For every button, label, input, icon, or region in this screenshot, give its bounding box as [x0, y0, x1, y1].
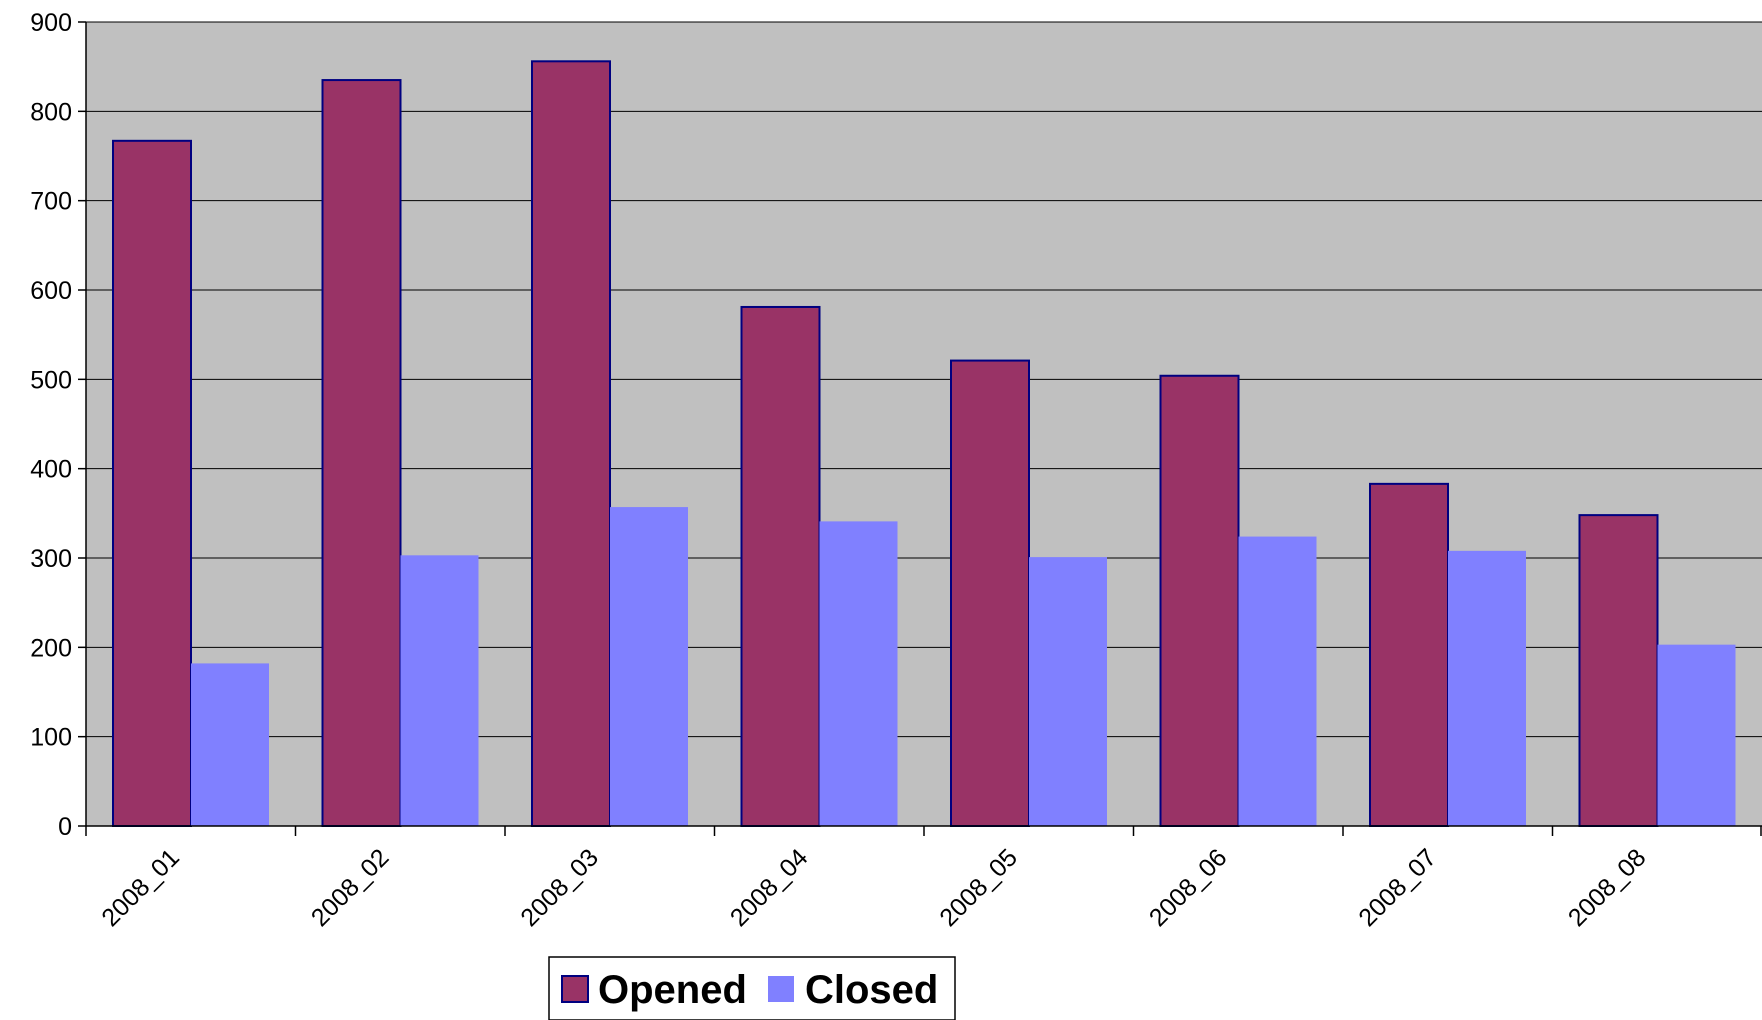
plot-area	[86, 21, 1762, 828]
x-tick-label: 2008_06	[1144, 843, 1233, 932]
bar-opened-2008_06	[1159, 374, 1240, 827]
y-tick-label: 800	[30, 98, 72, 126]
bar-opened-2008_02	[321, 79, 402, 828]
bar-opened-2008_05	[950, 359, 1030, 827]
y-axis: 0 100 200 300 400 500 600 700 800 900	[30, 9, 87, 841]
x-tick-label: 2008_05	[934, 843, 1023, 932]
y-tick-label: 700	[30, 188, 72, 216]
y-tick-label: 900	[30, 9, 72, 37]
y-tick-label: 100	[30, 724, 72, 752]
x-tick-label: 2008_07	[1353, 843, 1442, 932]
bar-closed-2008_06	[1238, 536, 1317, 826]
bar-opened-2008_03	[531, 60, 611, 828]
x-axis: 2008_01 2008_02 2008_03 2008_04 2008_05 2008_…	[85, 825, 1762, 932]
legend: Opened Closed	[548, 956, 956, 1020]
y-tick-label: 500	[30, 366, 72, 394]
bar-opened-2008_07	[1369, 482, 1449, 827]
bar-closed-2008_01	[191, 663, 269, 826]
x-tick-label: 2008_03	[515, 843, 604, 932]
x-tick-label: 2008_08	[1563, 843, 1652, 932]
bar-opened-2008_08	[1578, 514, 1659, 827]
bar-closed-2008_08	[1657, 644, 1736, 826]
bar-opened-2008_01	[112, 139, 192, 827]
bar-closed-2008_04	[819, 521, 898, 826]
y-tick-label: 400	[30, 456, 72, 484]
bar-closed-2008_05	[1029, 557, 1107, 826]
legend-swatch-opened	[561, 975, 589, 1003]
legend-label-opened: Opened	[598, 968, 747, 1012]
bar-closed-2008_03	[610, 507, 688, 826]
y-tick-label: 300	[30, 545, 72, 573]
legend-swatch-closed	[768, 976, 794, 1002]
bar-closed-2008_02	[400, 555, 479, 826]
y-tick-label: 600	[30, 277, 72, 305]
y-tick-label: 0	[58, 813, 72, 841]
bar-opened-2008_04	[740, 305, 821, 827]
x-tick-label: 2008_01	[96, 843, 185, 932]
x-tick-label: 2008_04	[725, 843, 814, 932]
legend-label-closed: Closed	[805, 968, 938, 1012]
legend-box	[548, 956, 956, 1020]
x-tick-label: 2008_02	[306, 843, 395, 932]
y-tick-label: 200	[30, 634, 72, 662]
bar-closed-2008_07	[1448, 550, 1526, 826]
